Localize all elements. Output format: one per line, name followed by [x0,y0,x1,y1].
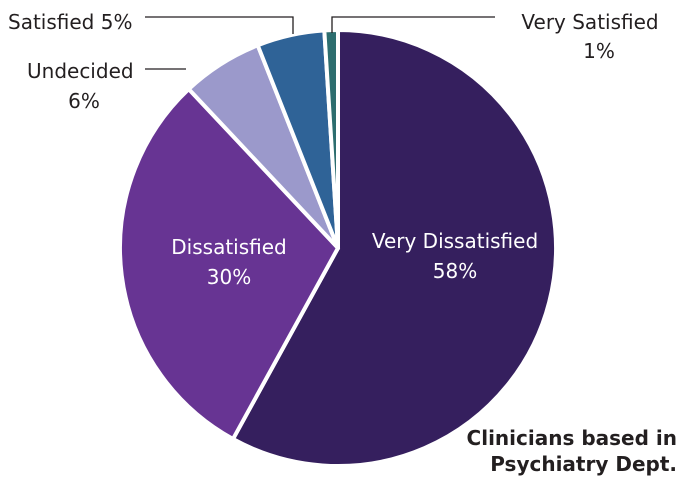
label-very-satisfied: Very Satisfied [521,10,658,34]
leader-very-satisfied [331,16,495,33]
label-satisfied-name: Satisfied [8,10,94,34]
value-satisfied: 5% [101,10,133,34]
label-very-dissatisfied: Very Dissatisfied [372,229,538,253]
value-dissatisfied: 30% [207,265,251,289]
value-undecided: 6% [68,89,100,113]
label-undecided: Undecided [27,59,134,83]
slice-very-dissatisfied [230,28,559,468]
value-very-dissatisfied: 58% [433,259,477,283]
chart-annotation: Clinicians based in Psychiatry Dept. [467,425,677,477]
label-satisfied: Satisfied 5% [8,10,132,34]
annotation-line-1: Clinicians based in [466,426,677,450]
value-very-satisfied: 1% [583,39,615,63]
annotation-line-2: Psychiatry Dept. [490,452,677,476]
slice-very-satisfied [322,28,340,250]
leader-satisfied [145,16,294,34]
label-dissatisfied: Dissatisfied [171,235,286,259]
slice-dissatisfied [118,87,340,442]
